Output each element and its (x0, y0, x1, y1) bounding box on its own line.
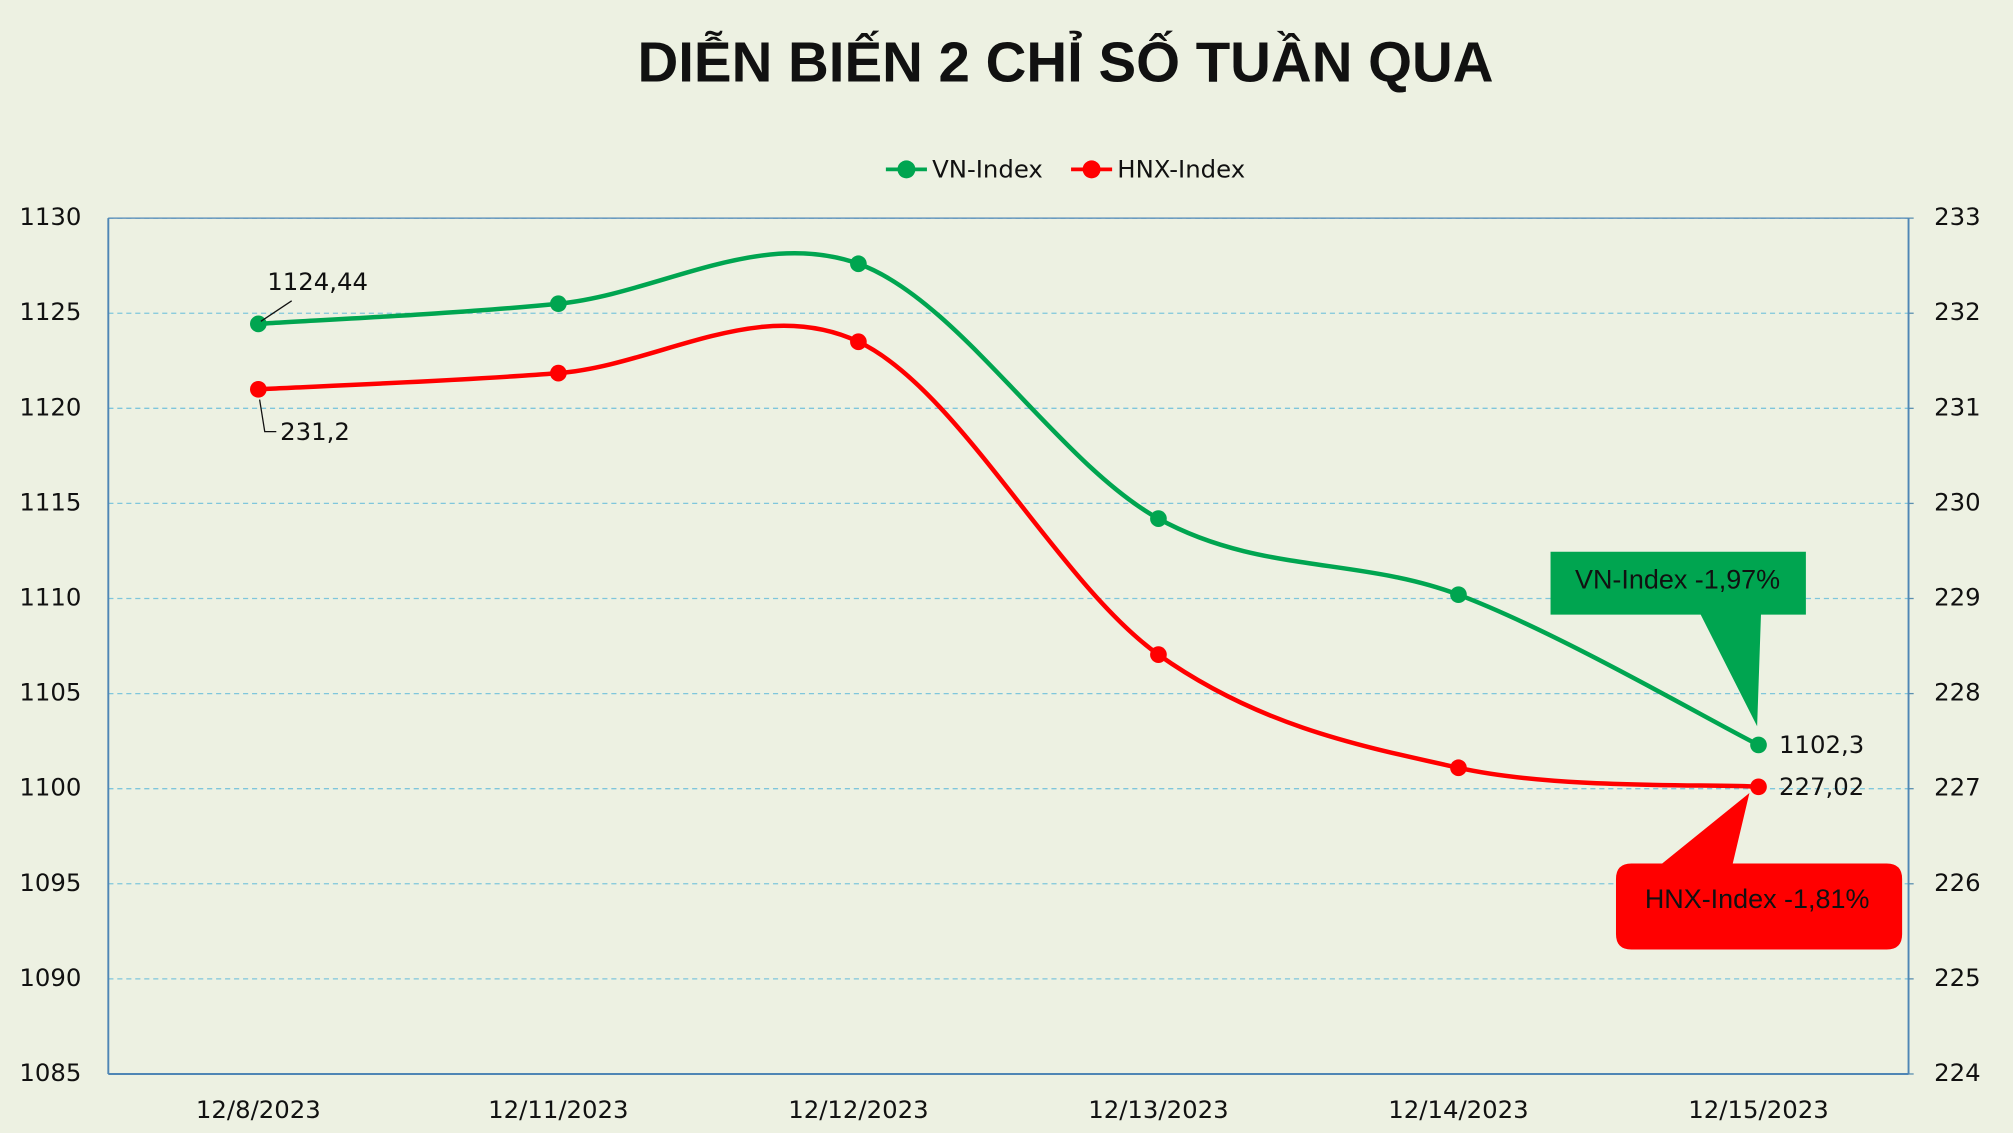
y2-tick-label: 226 (1934, 868, 1981, 897)
legend-marker (1082, 160, 1101, 179)
y2-tick-label: 233 (1934, 202, 1981, 231)
y-tick-label: 1085 (19, 1058, 81, 1087)
y2-tick-label: 227 (1934, 773, 1981, 802)
point (850, 255, 867, 273)
y2-tick-label: 231 (1934, 392, 1981, 421)
legend-label: HNX-Index (1117, 155, 1245, 184)
y-tick-label: 1095 (19, 868, 81, 897)
y-tick-label: 1125 (19, 297, 81, 326)
series-line (258, 250, 1760, 747)
data-label: 1124,44 (267, 267, 368, 296)
x-tick-label: 12/13/2023 (1088, 1095, 1228, 1124)
point (1450, 586, 1467, 604)
legend-label: VN-Index (932, 155, 1043, 184)
data-label: 231,2 (280, 417, 350, 446)
y2-tick-label: 232 (1934, 297, 1981, 326)
leader-line (260, 300, 293, 322)
y-tick-label: 1100 (19, 773, 81, 802)
x-tick-label: 12/11/2023 (488, 1095, 628, 1124)
point (850, 333, 867, 351)
point (1750, 778, 1767, 796)
callout-box (1550, 551, 1806, 727)
callout-box (1615, 792, 1903, 950)
y2-tick-label: 229 (1934, 583, 1981, 612)
data-label: 227,02 (1779, 772, 1864, 801)
x-tick-label: 12/12/2023 (788, 1095, 928, 1124)
point (550, 364, 567, 382)
point (550, 295, 567, 313)
callout-label: VN-Index -1,97% (1575, 564, 1780, 594)
legend-marker (897, 160, 916, 179)
point (1450, 759, 1467, 777)
point (1150, 646, 1167, 663)
callout-label: HNX-Index -1,81% (1645, 884, 1870, 914)
data-label: 1102,3 (1779, 730, 1864, 759)
y2-tick-label: 224 (1934, 1058, 1981, 1087)
series-line (258, 323, 1759, 790)
point (249, 315, 267, 333)
x-tick-label: 12/8/2023 (196, 1095, 321, 1124)
x-tick-label: 12/15/2023 (1688, 1095, 1828, 1124)
y-tick-label: 1130 (19, 202, 81, 231)
y-tick-label: 1110 (19, 583, 81, 612)
point (249, 380, 267, 398)
y-tick-label: 1120 (19, 392, 81, 421)
chart-title: DIỄN BIẾN 2 CHỈ SỐ TUẦN QUA (638, 30, 1494, 94)
y-tick-label: 1115 (19, 487, 81, 516)
y-tick-label: 1090 (19, 963, 81, 992)
y-tick-label: 1105 (19, 678, 81, 707)
point (1750, 736, 1767, 754)
y2-tick-label: 228 (1934, 678, 1981, 707)
y2-tick-label: 225 (1934, 963, 1981, 992)
point (1150, 510, 1167, 527)
x-tick-label: 12/14/2023 (1388, 1095, 1528, 1124)
leader-line (258, 399, 277, 433)
y2-tick-label: 230 (1934, 487, 1981, 516)
